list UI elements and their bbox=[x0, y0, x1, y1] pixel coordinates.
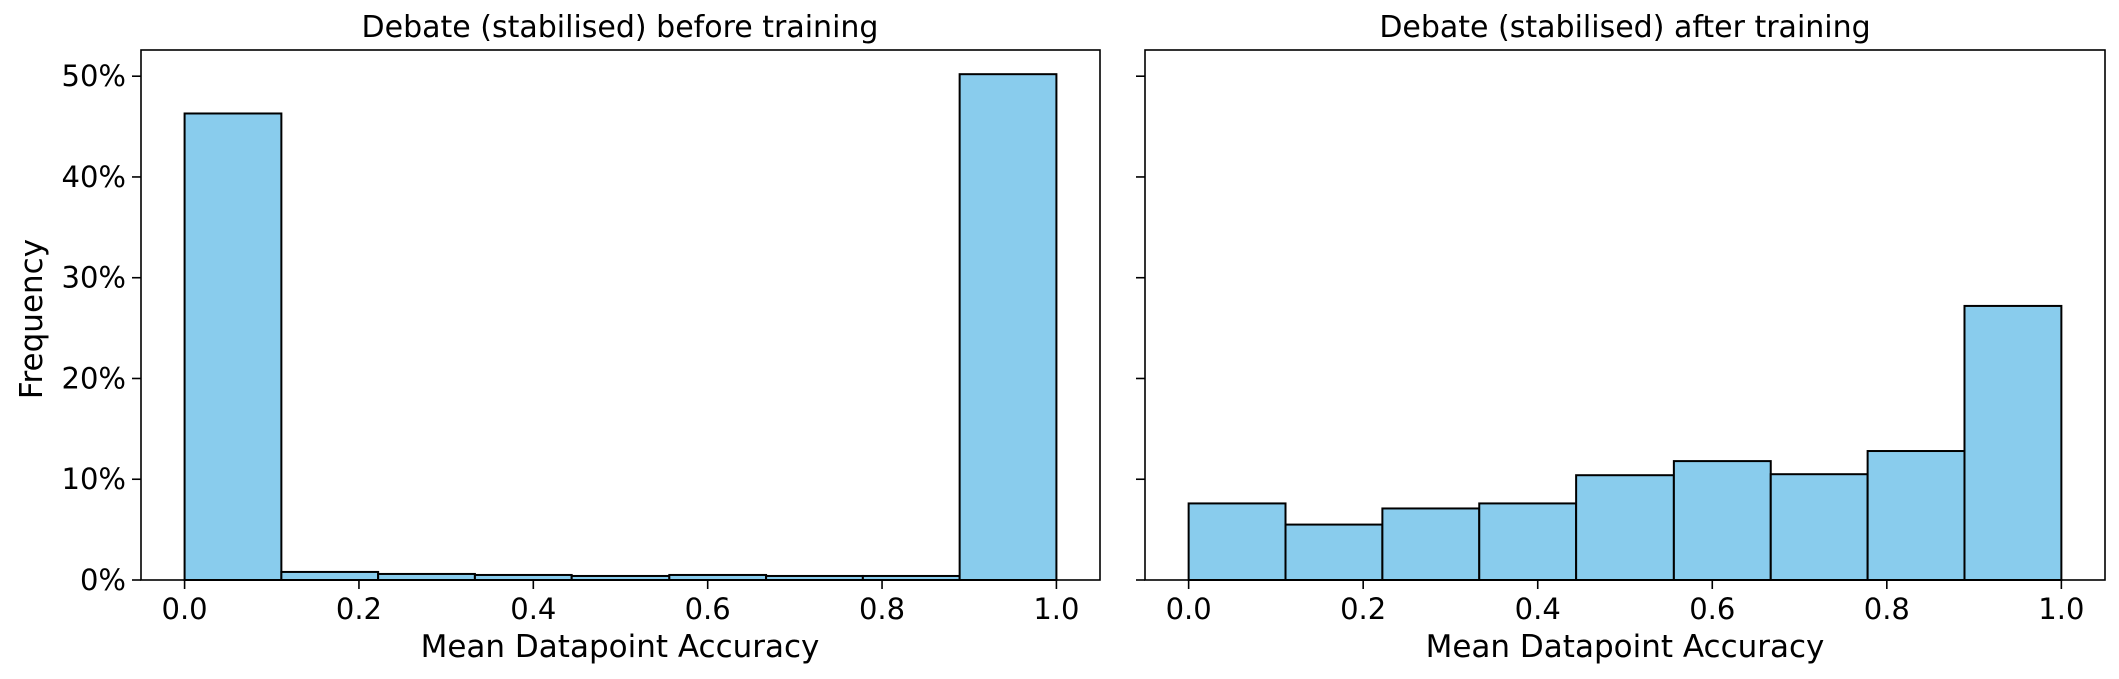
histogram-bars bbox=[183, 73, 1058, 582]
x-axis-ticks: 0.0 0.2 0.4 0.6 0.8 1.0 bbox=[1166, 580, 2084, 626]
x-tick-label: 0.8 bbox=[859, 592, 905, 626]
panel-title: Debate (stabilised) after training bbox=[1379, 10, 1870, 45]
y-tick-label: 50% bbox=[62, 59, 126, 93]
x-tick-label: 1.0 bbox=[2038, 592, 2084, 626]
histogram-bar bbox=[1769, 473, 1869, 581]
x-tick-label: 0.4 bbox=[1515, 592, 1561, 626]
x-tick-label: 0.4 bbox=[510, 592, 556, 626]
y-tick-label: 0% bbox=[80, 563, 126, 597]
histogram-bars bbox=[1187, 304, 2063, 582]
x-tick-label: 0.6 bbox=[1689, 592, 1735, 626]
y-axis-ticks: 0% 10% 20% 30% 40% 50% bbox=[62, 59, 141, 597]
panel-before-training: Debate (stabilised) before training Freq… bbox=[14, 10, 1101, 665]
histogram-bar bbox=[183, 112, 283, 581]
histogram-bar bbox=[377, 572, 476, 581]
x-axis-label: Mean Datapoint Accuracy bbox=[421, 629, 820, 665]
histogram-bar bbox=[958, 73, 1058, 582]
x-tick-label: 0.6 bbox=[685, 592, 731, 626]
x-tick-label: 0.2 bbox=[1340, 592, 1386, 626]
plot-frame bbox=[140, 49, 1101, 581]
x-tick-label: 0.2 bbox=[336, 592, 382, 626]
x-tick-label: 0.0 bbox=[162, 592, 208, 626]
histogram-bar bbox=[1187, 502, 1287, 582]
y-axis-ticks bbox=[1136, 75, 1145, 581]
plot-frame bbox=[1144, 49, 2106, 581]
y-tick-label: 40% bbox=[62, 160, 126, 194]
y-tick-label: 10% bbox=[62, 462, 126, 496]
x-axis-ticks: 0.0 0.2 0.4 0.6 0.8 1.0 bbox=[162, 580, 1079, 626]
histogram-bar bbox=[1575, 474, 1675, 582]
histogram-bar bbox=[1866, 450, 1966, 581]
histogram-bar bbox=[1672, 460, 1772, 581]
histogram-bar bbox=[1284, 523, 1384, 581]
y-tick-label: 30% bbox=[62, 261, 126, 295]
histogram-bar bbox=[1963, 304, 2063, 581]
y-axis-label: Frequency bbox=[14, 239, 50, 399]
x-tick-label: 0.8 bbox=[1864, 592, 1910, 626]
panel-title: Debate (stabilised) before training bbox=[362, 10, 879, 45]
histogram-bar bbox=[280, 570, 380, 581]
y-tick-label: 20% bbox=[62, 361, 126, 395]
x-tick-label: 1.0 bbox=[1033, 592, 1079, 626]
histogram-bar bbox=[1381, 507, 1481, 582]
x-axis-label: Mean Datapoint Accuracy bbox=[1426, 629, 1825, 665]
histogram-bar bbox=[1478, 502, 1578, 582]
x-tick-label: 0.0 bbox=[1166, 592, 1212, 626]
panel-after-training: Debate (stabilised) after training Mean … bbox=[1136, 10, 2106, 665]
